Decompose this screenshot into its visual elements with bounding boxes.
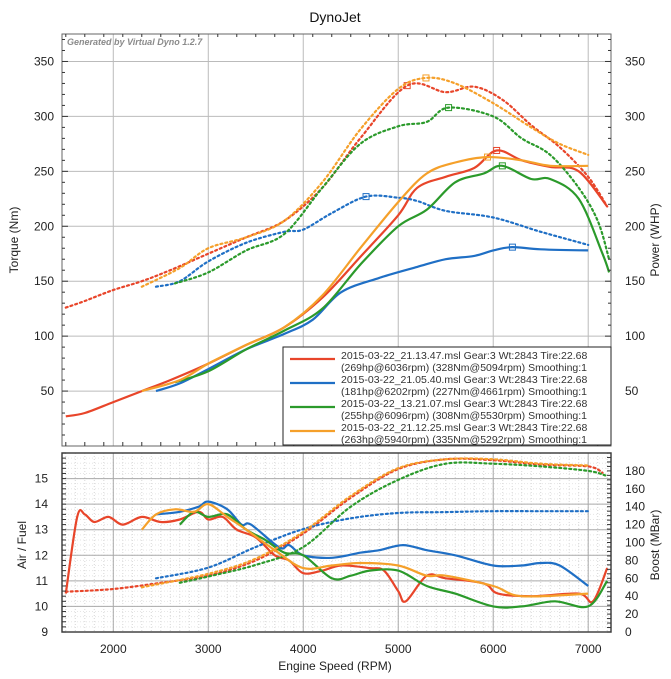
torque-line-0 (64, 82, 609, 309)
legend-label: 2015-03-22_21.13.47.msl Gear:3 Wt:2843 T… (341, 350, 587, 362)
afr-tick-label: 14 (35, 497, 49, 511)
legend-label: 2015-03-22_21.12.25.msl Gear:3 Wt:2843 T… (341, 422, 587, 434)
power-tick-label: 50 (625, 384, 639, 398)
torque-line-3 (140, 76, 590, 288)
x-tick-label: 3000 (195, 642, 222, 656)
power-axis-label: Power (WHP) (648, 203, 662, 276)
boost-tick-label: 180 (625, 464, 645, 478)
peak-power-marker (508, 243, 516, 251)
legend-label: (269hp@6036rpm) (328Nm@5094rpm) Smoothin… (341, 362, 587, 374)
power-tick-label: 250 (625, 164, 645, 178)
peak-power-marker (484, 153, 492, 161)
top-series (64, 74, 611, 418)
bottom-series (64, 457, 609, 609)
power-line-2 (174, 164, 611, 384)
power-tick-label: 300 (625, 109, 645, 123)
top-plot-frame (61, 33, 612, 447)
afr-tick-label: 15 (35, 472, 49, 486)
power-tick-label: 350 (625, 54, 645, 68)
power-tick-label: 200 (625, 219, 645, 233)
rpm-axis-label: Engine Speed (RPM) (278, 659, 391, 673)
afr-tick-label: 13 (35, 523, 49, 537)
legend-box (282, 346, 612, 446)
boost-tick-label: 160 (625, 482, 645, 496)
boost-tick-label: 100 (625, 536, 645, 550)
boost-axis-label: Boost (MBar) (648, 510, 662, 581)
peak-power-marker (498, 162, 506, 170)
x-tick-label: 4000 (290, 642, 317, 656)
peak-torque-marker (362, 193, 370, 201)
afr-line-3 (140, 502, 589, 598)
torque-tick-label: 200 (34, 219, 54, 233)
boost-tick-label: 20 (625, 607, 639, 621)
afr-tick-label: 11 (36, 574, 49, 588)
torque-tick-label: 250 (34, 164, 54, 178)
boost-tick-label: 0 (625, 625, 632, 639)
torque-line-2 (173, 106, 611, 285)
afr-line-1 (155, 500, 589, 587)
torque-tick-label: 350 (34, 54, 54, 68)
power-tick-label: 150 (625, 274, 645, 288)
x-tick-label: 7000 (575, 642, 602, 656)
legend-label: (263hp@5940rpm) (335Nm@5292rpm) Smoothin… (341, 434, 587, 446)
peak-power-marker (493, 146, 501, 154)
boost-tick-label: 140 (625, 500, 645, 514)
legend: 2015-03-22_21.13.47.msl Gear:3 Wt:2843 T… (282, 346, 612, 446)
x-tick-label: 6000 (480, 642, 507, 656)
boost-line-2 (178, 461, 607, 584)
legend-label: (181hp@6202rpm) (227Nm@4661rpm) Smoothin… (341, 386, 587, 398)
power-line-1 (155, 245, 589, 393)
boost-tick-label: 120 (625, 518, 645, 532)
torque-axis-label: Torque (Nm) (7, 207, 21, 274)
afr-axis-label: Air / Fuel (15, 521, 29, 569)
boost-line-3 (140, 457, 590, 589)
boost-tick-label: 60 (625, 571, 639, 585)
peak-torque-marker (422, 74, 430, 82)
afr-tick-label: 9 (41, 625, 48, 639)
boost-tick-label: 40 (625, 589, 639, 603)
afr-tick-label: 10 (35, 599, 49, 613)
afr-tick-label: 12 (35, 548, 49, 562)
top-grid (62, 34, 611, 446)
boost-line-1 (154, 510, 590, 580)
legend-label: (255hp@6096rpm) (308Nm@5530rpm) Smoothin… (341, 410, 587, 422)
torque-tick-label: 150 (34, 274, 54, 288)
boost-tick-label: 80 (625, 553, 639, 567)
torque-tick-label: 50 (41, 384, 55, 398)
x-tick-label: 5000 (385, 642, 412, 656)
x-tick-label: 2000 (100, 642, 127, 656)
torque-tick-label: 100 (34, 329, 54, 343)
power-tick-label: 100 (625, 329, 645, 343)
legend-label: 2015-03-22_13.21.07.msl Gear:3 Wt:2843 T… (341, 398, 587, 410)
watermark: Generated by Virtual Dyno 1.2.7 (67, 37, 203, 47)
chart-title: DynoJet (309, 9, 360, 25)
peak-torque-marker (445, 104, 453, 112)
power-line-3 (141, 155, 589, 393)
afr-line-2 (179, 510, 609, 609)
torque-tick-label: 300 (34, 109, 54, 123)
torque-line-1 (154, 194, 590, 288)
bottom-grid (62, 452, 611, 633)
legend-label: 2015-03-22_21.05.40.msl Gear:3 Wt:2843 T… (341, 374, 587, 386)
